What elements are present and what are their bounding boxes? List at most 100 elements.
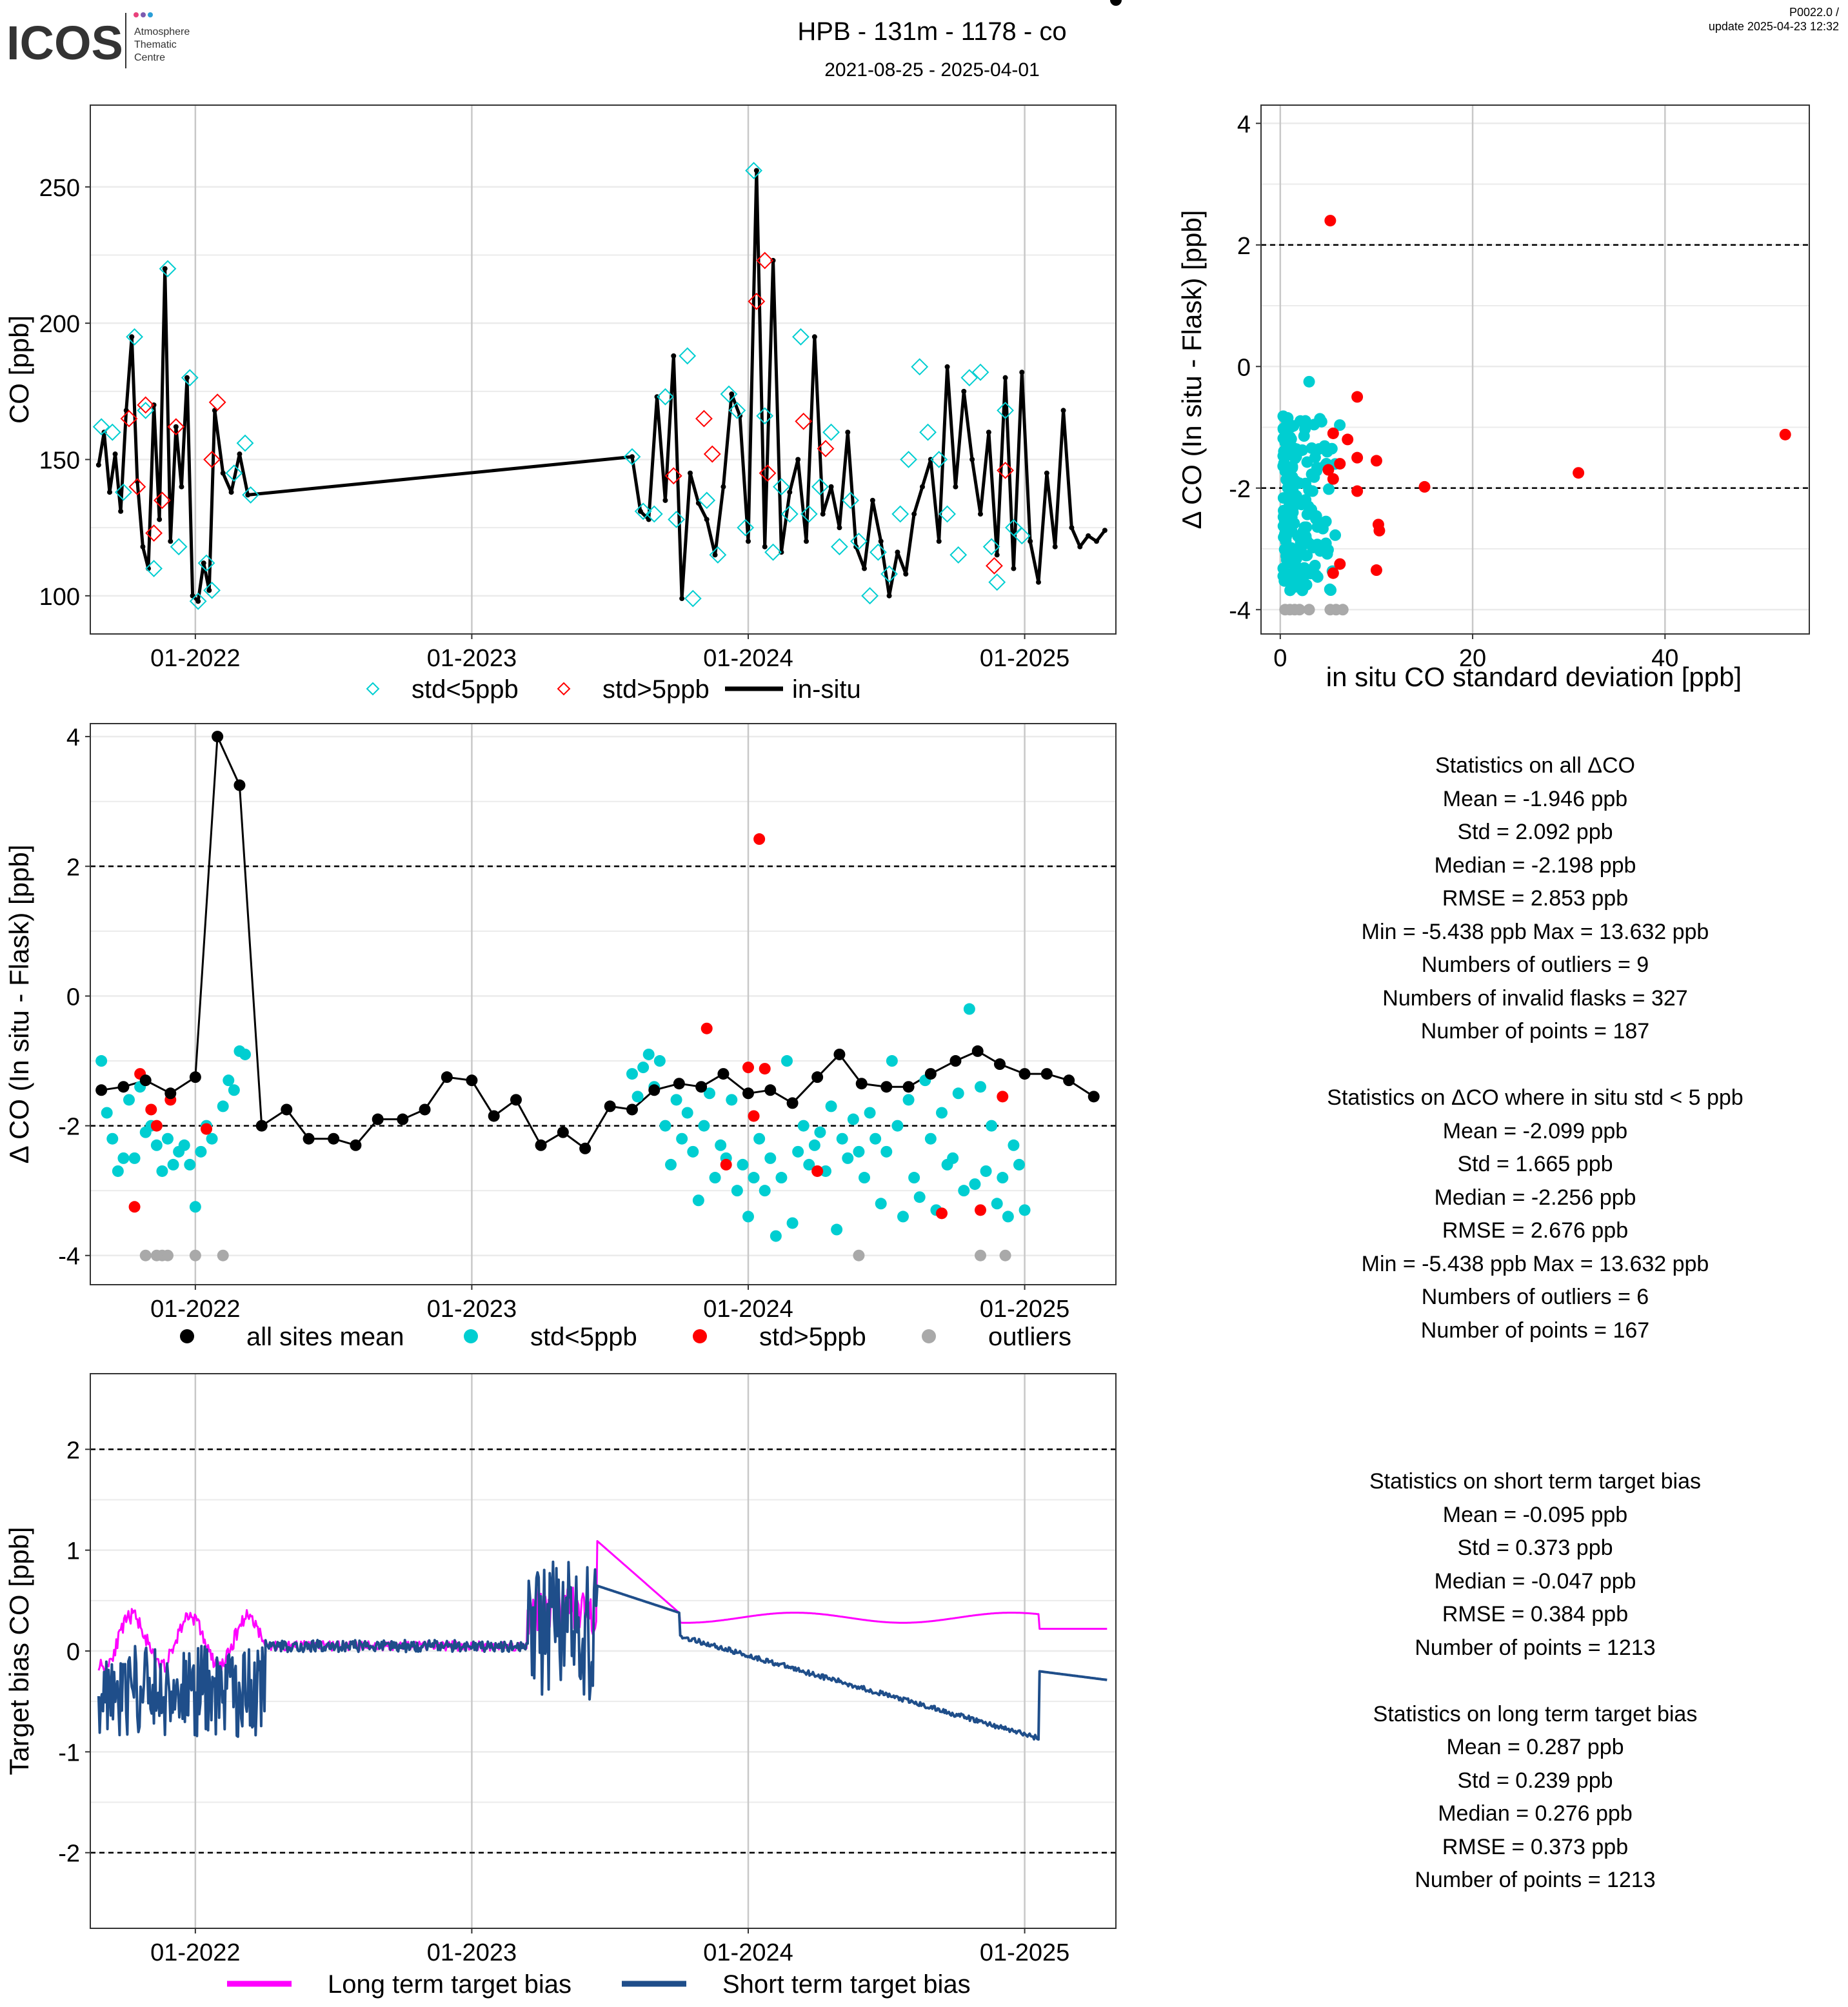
version-info: P0022.0 / update 2025-04-23 12:32 <box>1709 5 1839 34</box>
std-lt5-point <box>726 1094 738 1106</box>
std-lt5-point <box>631 1091 644 1103</box>
insitu-point <box>746 539 751 544</box>
std-lt5-marker <box>197 554 215 572</box>
legend-label-2: std>5ppb <box>759 1323 866 1351</box>
std-gt5-point <box>201 1123 212 1135</box>
insitu-point <box>228 489 234 495</box>
std-lt5-point <box>897 1211 909 1223</box>
std-lt5-point <box>975 1081 986 1093</box>
std-lt5-marker <box>764 543 782 561</box>
scatter-point-grey <box>1293 604 1306 616</box>
scatter-point-red <box>1324 215 1336 227</box>
stats-line: Mean = 0.287 ppb <box>1446 1735 1624 1759</box>
std-lt5-point <box>1002 1211 1014 1223</box>
std-lt5-point <box>797 1120 810 1132</box>
mean-point <box>742 1087 754 1100</box>
stats-line: RMSE = 0.384 ppb <box>1442 1602 1629 1626</box>
std-lt5-marker <box>170 538 188 556</box>
scatter-point-red <box>1370 564 1382 577</box>
std-lt5-point <box>223 1074 235 1087</box>
std-lt5-point <box>842 1152 854 1164</box>
scatter-point-cyan <box>1290 578 1302 590</box>
legend-key-1 <box>464 1329 478 1343</box>
outlier-point <box>139 1249 152 1261</box>
insitu-point <box>811 334 817 340</box>
scatter-point-red <box>1373 524 1386 537</box>
x-tick-label: 20 <box>1459 645 1486 672</box>
scatter-point-cyan <box>1287 506 1299 519</box>
std-lt5-point <box>759 1185 771 1197</box>
std-lt5-marker <box>756 407 774 425</box>
scatter-point-red <box>1334 558 1346 570</box>
std-gt5-point <box>145 1103 157 1116</box>
stats-line: Numbers of outliers = 6 <box>1421 1285 1649 1309</box>
logo-sub-2: Thematic <box>134 39 177 50</box>
x-tick-label: 01-2023 <box>427 1939 517 1966</box>
scatter-point-cyan <box>1329 529 1342 541</box>
insitu-point <box>969 457 975 462</box>
std-lt5-point <box>869 1132 882 1145</box>
legend-key-2 <box>693 1329 707 1343</box>
insitu-point <box>895 549 900 555</box>
insitu-point <box>237 451 243 457</box>
co_timeseries-panel: 100 150 200 250 01-2022 01-2023 01-2024 01-2025… <box>4 104 1117 704</box>
insitu-point <box>911 511 917 517</box>
y-axis-label: Target bias CO [ppb] <box>4 1527 34 1775</box>
std-lt5-point <box>825 1100 837 1112</box>
std-lt5-marker <box>236 434 254 452</box>
scatter-point-grey <box>1336 604 1349 616</box>
insitu-point <box>245 492 251 498</box>
std-gt5-marker <box>167 418 185 436</box>
x-tick-label: 01-2022 <box>150 645 240 672</box>
scatter-point-cyan <box>1324 583 1336 595</box>
version-label: P0022.0 / <box>1789 6 1839 19</box>
mean-point <box>880 1081 893 1093</box>
std-gt5-point <box>975 1204 986 1216</box>
std-lt5-point <box>924 1132 937 1145</box>
insitu-point <box>878 539 884 544</box>
insitu-point <box>630 454 635 460</box>
std-lt5-point <box>913 1191 926 1203</box>
std-lt5-marker <box>919 423 937 441</box>
std-lt5-point <box>117 1152 130 1164</box>
insitu-point <box>662 497 668 503</box>
insitu-point <box>637 508 643 514</box>
std-gt5-marker <box>748 292 766 310</box>
std-gt5-marker <box>703 445 721 463</box>
std-lt5-point <box>715 1139 727 1151</box>
mean-point <box>786 1097 799 1109</box>
mean-point <box>372 1113 384 1125</box>
std-lt5-point <box>786 1217 799 1229</box>
std-lt5-point <box>908 1172 920 1184</box>
std-lt5-point <box>820 1165 831 1177</box>
insitu-point <box>869 497 875 503</box>
std-lt5-marker <box>792 328 810 346</box>
std-lt5-marker <box>831 538 848 556</box>
logo-sub-3: Centre <box>134 52 165 63</box>
stats-line: Median = -2.198 ppb <box>1434 853 1636 878</box>
y-tick-label: 1 <box>66 1538 80 1565</box>
std-lt5-marker <box>203 581 221 599</box>
std-gt5-marker <box>986 557 1003 575</box>
std-lt5-point <box>653 1055 666 1067</box>
scatter-point-cyan <box>1320 515 1332 528</box>
insitu-point <box>903 571 909 577</box>
mean-point <box>328 1132 340 1145</box>
scatter-point-red <box>1418 480 1431 493</box>
std-lt5-point <box>95 1055 108 1067</box>
insitu-point <box>679 596 685 602</box>
mean-point <box>233 779 246 791</box>
insitu-point <box>1069 525 1075 531</box>
y-tick-label: 0 <box>66 984 80 1011</box>
scatter-point-red <box>1779 428 1791 440</box>
stats-line: Statistics on short term target bias <box>1369 1469 1701 1494</box>
scatter-point-red <box>1370 455 1382 467</box>
stats-line: Number of points = 167 <box>1420 1318 1650 1343</box>
mean-point <box>397 1113 409 1125</box>
mean-point <box>557 1126 569 1138</box>
insitu-point <box>762 544 768 549</box>
y-tick-label: -4 <box>1229 597 1251 624</box>
stats-line: Std = 0.239 ppb <box>1457 1768 1613 1793</box>
scatter-point-cyan <box>1280 520 1292 533</box>
